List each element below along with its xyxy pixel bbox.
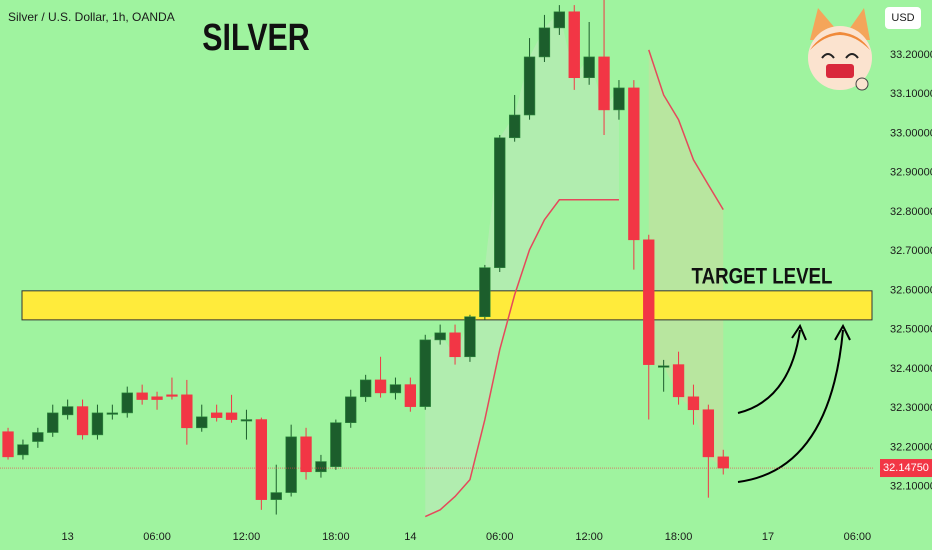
x-tick-label: 12:00: [575, 531, 603, 543]
candle-body: [613, 87, 625, 111]
y-tick-label: 32.50000: [890, 324, 932, 336]
candle-body: [151, 396, 163, 400]
candle-body: [315, 461, 327, 473]
cat-icon: [808, 8, 872, 91]
candle-body: [330, 422, 342, 467]
candle-body: [345, 396, 357, 424]
chart-title: SILVER: [202, 17, 310, 59]
candle-body: [61, 406, 74, 416]
last-price-box: [880, 459, 932, 478]
target-zone: [21, 290, 873, 321]
candle-body: [359, 379, 372, 398]
candle-body: [210, 412, 223, 418]
candle-body: [598, 56, 610, 111]
candle-body: [270, 492, 282, 500]
last-price-label: 32.14750: [883, 462, 929, 474]
candle-body: [643, 239, 655, 365]
candle-body: [106, 412, 119, 415]
candle-body: [508, 114, 521, 139]
y-tick-label: 32.80000: [890, 206, 932, 218]
x-tick-label: 14: [404, 531, 416, 543]
y-tick-label: 33.20000: [890, 49, 932, 61]
candle-body: [91, 412, 104, 436]
candle-body: [285, 436, 297, 493]
candle-body: [121, 392, 133, 414]
candle-body: [657, 365, 670, 368]
candle-body: [717, 456, 729, 469]
trail-fill: [648, 49, 724, 469]
candle-body: [2, 431, 14, 458]
candle-body: [687, 396, 700, 411]
y-tick-label: 32.90000: [890, 167, 932, 179]
candle-body: [404, 384, 417, 407]
candle-body: [255, 419, 268, 500]
x-tick-label: 06:00: [844, 531, 872, 543]
candle-body: [136, 392, 148, 400]
candle-body: [300, 436, 312, 473]
candle-body: [568, 11, 580, 79]
candle-body: [464, 316, 476, 358]
candle-body: [553, 11, 566, 29]
y-tick-label: 33.10000: [890, 88, 932, 100]
candle-body: [374, 379, 387, 394]
trail-fill: [425, 11, 619, 517]
candle-body: [181, 394, 193, 429]
candle-body: [389, 384, 402, 394]
candle-body: [196, 416, 208, 429]
candle-body: [449, 332, 461, 358]
candle-body: [702, 409, 715, 458]
candle-body: [494, 137, 506, 268]
annotation: TARGET LEVEL: [692, 265, 833, 289]
y-tick-label: 32.60000: [890, 284, 932, 296]
candle-body: [479, 267, 491, 318]
candle-body: [47, 412, 59, 433]
candle-body: [523, 56, 536, 116]
candle-body: [240, 419, 253, 422]
y-tick-label: 32.40000: [890, 363, 932, 375]
candle-body: [419, 339, 431, 407]
candle-body: [538, 27, 551, 58]
arrow: [737, 329, 801, 414]
candle-body: [628, 87, 640, 241]
candle-body: [672, 364, 685, 398]
candle-body: [166, 394, 178, 397]
arrow-head: [834, 323, 851, 341]
candle-body: [225, 412, 238, 420]
candle-body: [583, 56, 595, 79]
y-tick-label: 32.70000: [890, 245, 932, 257]
arrow-head: [791, 323, 807, 341]
x-tick-label: 13: [62, 531, 74, 543]
trail-line: [648, 49, 724, 210]
x-tick-label: 18:00: [322, 531, 350, 543]
x-tick-label: 12:00: [233, 531, 261, 543]
y-tick-label: 33.00000: [890, 127, 932, 139]
y-tick-label: 32.20000: [890, 441, 932, 453]
x-tick-label: 18:00: [665, 531, 693, 543]
x-tick-label: 06:00: [143, 531, 171, 543]
candle-body: [17, 444, 29, 456]
candle-body: [32, 432, 44, 442]
candle-body: [76, 406, 89, 436]
currency-label: USD: [891, 12, 914, 24]
candle-body: [434, 332, 446, 341]
y-tick-label: 32.30000: [890, 402, 932, 414]
x-tick-label: 06:00: [486, 531, 514, 543]
plot-area: [2, 0, 873, 518]
currency-box: [885, 7, 921, 29]
chart-subtitle: Silver / U.S. Dollar, 1h, OANDA: [8, 10, 175, 24]
y-tick-label: 32.10000: [890, 481, 932, 493]
x-tick-label: 17: [762, 531, 774, 543]
trail-line: [424, 199, 619, 518]
arrow: [737, 329, 844, 483]
